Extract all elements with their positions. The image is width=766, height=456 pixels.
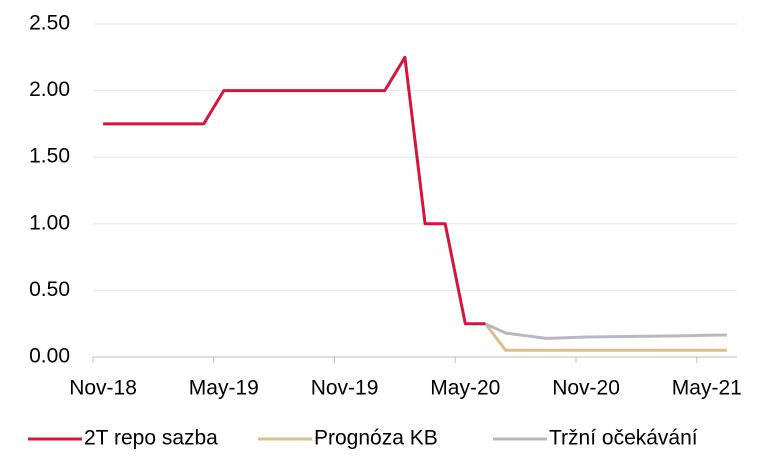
y-tick-label: 2.50 [29, 12, 70, 35]
y-tick-label: 0.00 [29, 345, 70, 368]
y-tick-label: 2.00 [29, 78, 70, 101]
x-tick-label: Nov-19 [311, 377, 379, 400]
x-tick-label: May-20 [430, 377, 500, 400]
x-tick-label: May-19 [189, 377, 259, 400]
legend-label: Tržní očekávání [549, 427, 698, 450]
x-tick-label: Nov-20 [552, 377, 620, 400]
y-tick-label: 0.50 [29, 278, 70, 301]
series-line [484, 322, 727, 352]
series-line [103, 55, 486, 326]
legend-label: Prognóza KB [314, 427, 438, 450]
series-line [484, 322, 727, 340]
x-tick-label: May-21 [672, 377, 742, 400]
x-tick-label: Nov-18 [69, 377, 137, 400]
y-tick-label: 1.50 [29, 145, 70, 168]
legend-label: 2T repo sazba [84, 427, 218, 450]
y-tick-label: 1.00 [29, 211, 70, 234]
